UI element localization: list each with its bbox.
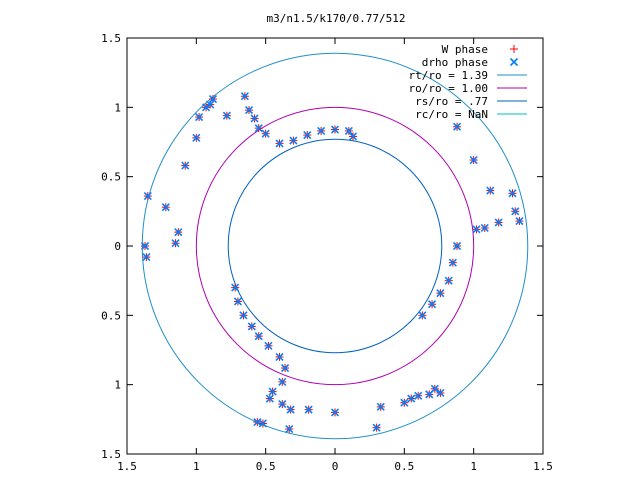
legend-label: drho phase bbox=[422, 56, 488, 69]
y-tick-label: 1 bbox=[114, 379, 121, 392]
data-point bbox=[494, 218, 503, 227]
data-point bbox=[240, 92, 249, 101]
data-point bbox=[239, 311, 248, 320]
data-point bbox=[330, 408, 340, 417]
data-point bbox=[278, 377, 287, 386]
data-point bbox=[303, 131, 312, 140]
data-point bbox=[508, 189, 517, 198]
data-point bbox=[171, 239, 180, 248]
legend-label: rc/ro = NaN bbox=[415, 108, 488, 121]
legend-label: rs/ro = .77 bbox=[415, 95, 488, 108]
data-point bbox=[452, 122, 462, 131]
data-point bbox=[244, 106, 254, 115]
y-tick-label: 1.5 bbox=[101, 448, 121, 461]
y-tick-label: 1.5 bbox=[101, 32, 121, 45]
data-point bbox=[304, 405, 313, 414]
data-point bbox=[201, 103, 211, 112]
data-point bbox=[143, 192, 152, 201]
x-tick-label: 0 bbox=[332, 460, 339, 473]
data-point bbox=[264, 341, 273, 350]
data-point bbox=[265, 394, 274, 403]
data-point bbox=[436, 289, 445, 298]
x-tick-label: 1.5 bbox=[533, 460, 553, 473]
data-point bbox=[372, 423, 381, 432]
data-point bbox=[195, 112, 204, 122]
y-tick-label: 1 bbox=[114, 101, 121, 114]
data-point bbox=[407, 394, 416, 403]
y-tick-label: 0.5 bbox=[101, 309, 121, 322]
data-point bbox=[208, 94, 218, 104]
x-tick-label: 1 bbox=[470, 460, 477, 473]
data-point bbox=[281, 363, 290, 373]
legend-marker-sample bbox=[510, 45, 518, 53]
x-tick-label: 1 bbox=[193, 460, 200, 473]
data-point bbox=[418, 311, 427, 320]
data-point bbox=[444, 276, 453, 285]
data-point bbox=[452, 241, 462, 251]
data-point bbox=[414, 391, 423, 400]
data-point bbox=[286, 405, 295, 414]
x-tick-label: 0.5 bbox=[394, 460, 414, 473]
legend-label: W phase bbox=[442, 43, 488, 56]
data-point bbox=[278, 400, 287, 409]
data-point bbox=[469, 155, 478, 165]
legend-label: ro/ro = 1.00 bbox=[409, 82, 488, 95]
data-point bbox=[222, 111, 231, 120]
data-point bbox=[511, 207, 520, 216]
data-point bbox=[289, 136, 298, 145]
data-point bbox=[515, 216, 524, 226]
data-point bbox=[254, 124, 263, 133]
data-point bbox=[192, 133, 201, 142]
legend-label: rt/ro = 1.39 bbox=[409, 69, 488, 82]
data-point bbox=[181, 161, 190, 170]
data-point bbox=[174, 228, 183, 237]
data-point bbox=[344, 126, 353, 135]
data-point bbox=[400, 398, 409, 407]
y-tick-label: 0 bbox=[114, 240, 121, 253]
data-point bbox=[285, 424, 294, 434]
data-point bbox=[330, 125, 340, 134]
data-point bbox=[448, 258, 457, 267]
reference-circle bbox=[195, 106, 475, 386]
legend-marker-sample bbox=[509, 57, 519, 67]
x-tick-label: 1.5 bbox=[117, 460, 137, 473]
data-point bbox=[317, 126, 326, 135]
data-point bbox=[376, 402, 385, 411]
y-tick-labels: 1.5 1 0.5 0 0.5 1 1.5 bbox=[101, 32, 121, 461]
y-tick-label: 0.5 bbox=[101, 171, 121, 184]
data-point bbox=[250, 114, 259, 123]
axis-ticks bbox=[126, 37, 544, 455]
data-point bbox=[247, 322, 256, 331]
data-point bbox=[142, 253, 151, 262]
data-point bbox=[161, 203, 170, 212]
data-points bbox=[140, 92, 524, 434]
data-point bbox=[261, 129, 270, 138]
data-point bbox=[254, 332, 263, 341]
data-point bbox=[253, 418, 262, 427]
data-point bbox=[268, 387, 277, 396]
data-point bbox=[275, 352, 284, 361]
data-point bbox=[231, 283, 240, 292]
data-point bbox=[486, 186, 495, 195]
data-point bbox=[140, 241, 150, 251]
chart-title: m3/n1.5/k170/0.77/512 bbox=[266, 12, 405, 25]
x-tick-label: 0.5 bbox=[256, 460, 276, 473]
data-point bbox=[348, 132, 358, 141]
data-point bbox=[428, 300, 437, 309]
data-point bbox=[275, 139, 284, 148]
data-point bbox=[233, 297, 242, 306]
data-point bbox=[472, 225, 481, 234]
data-point bbox=[430, 384, 439, 393]
x-tick-labels: 1.5 1 0.5 0 0.5 1 1.5 bbox=[117, 460, 553, 473]
data-point bbox=[206, 100, 215, 109]
reference-circle bbox=[227, 138, 443, 354]
data-point bbox=[436, 388, 445, 398]
data-point bbox=[480, 223, 489, 233]
